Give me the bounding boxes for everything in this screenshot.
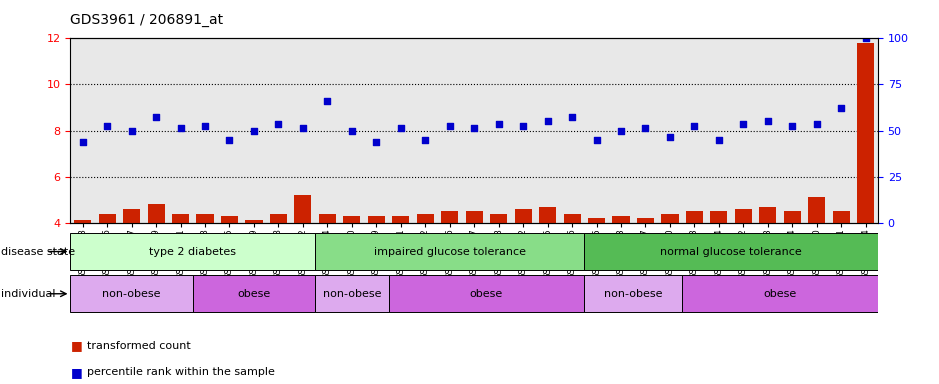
Point	[662, 134, 677, 141]
Bar	[515, 209, 531, 223]
Point	[246, 127, 261, 134]
Point	[491, 121, 506, 127]
Bar	[123, 209, 140, 223]
Bar	[685, 211, 703, 223]
Text: non-obese: non-obese	[604, 289, 663, 299]
Bar	[389, 275, 584, 312]
Point	[418, 137, 433, 143]
Bar	[74, 220, 91, 223]
Bar	[735, 209, 752, 223]
Bar	[683, 275, 878, 312]
Point	[197, 123, 212, 129]
Point	[222, 137, 237, 143]
Text: obese: obese	[238, 289, 270, 299]
Text: type 2 diabetes: type 2 diabetes	[149, 247, 237, 257]
Point	[540, 118, 555, 124]
Point	[296, 125, 311, 131]
Point	[75, 139, 90, 145]
Point	[148, 114, 163, 120]
Bar	[70, 275, 192, 312]
Point	[467, 125, 482, 131]
Bar	[857, 43, 874, 223]
Point	[736, 121, 751, 127]
Bar	[316, 233, 584, 270]
Text: percentile rank within the sample: percentile rank within the sample	[87, 367, 275, 377]
Text: impaired glucose tolerance: impaired glucose tolerance	[374, 247, 526, 257]
Bar	[192, 275, 316, 312]
Text: non-obese: non-obese	[102, 289, 161, 299]
Bar	[808, 197, 825, 223]
Bar	[760, 207, 777, 223]
Point	[369, 139, 384, 145]
Point	[100, 123, 115, 129]
Bar	[612, 216, 629, 223]
Text: disease state: disease state	[1, 247, 75, 257]
Text: normal glucose tolerance: normal glucose tolerance	[660, 247, 802, 257]
Point	[834, 104, 849, 111]
Point	[687, 123, 702, 129]
Text: transformed count: transformed count	[87, 341, 191, 351]
Bar	[490, 214, 507, 223]
Point	[271, 121, 286, 127]
Bar	[584, 275, 683, 312]
Bar	[172, 214, 189, 223]
Bar	[584, 233, 878, 270]
Bar	[637, 218, 654, 223]
Bar	[417, 214, 434, 223]
Bar	[269, 214, 287, 223]
Bar	[833, 211, 850, 223]
Text: ■: ■	[70, 339, 83, 352]
Point	[809, 121, 824, 127]
Point	[761, 118, 776, 124]
Bar	[147, 204, 164, 223]
Point	[564, 114, 579, 120]
Bar	[99, 214, 115, 223]
Bar	[466, 211, 483, 223]
Bar	[221, 216, 239, 223]
Text: individual: individual	[1, 289, 55, 299]
Bar	[784, 211, 801, 223]
Point	[858, 35, 873, 41]
Bar	[316, 275, 389, 312]
Point	[638, 125, 653, 131]
Bar	[539, 207, 556, 223]
Point	[442, 123, 457, 129]
Point	[516, 123, 531, 129]
Point	[613, 127, 628, 134]
Bar	[588, 218, 605, 223]
Bar	[70, 233, 316, 270]
Bar	[245, 220, 263, 223]
Bar	[319, 214, 336, 223]
Point	[712, 137, 727, 143]
Bar	[710, 211, 728, 223]
Text: obese: obese	[470, 289, 503, 299]
Bar	[393, 216, 409, 223]
Point	[320, 98, 335, 104]
Point	[124, 127, 139, 134]
Bar	[344, 216, 361, 223]
Bar	[196, 214, 213, 223]
Bar	[441, 211, 458, 223]
Text: obese: obese	[763, 289, 796, 299]
Bar	[661, 214, 679, 223]
Point	[173, 125, 188, 131]
Point	[589, 137, 604, 143]
Bar	[563, 214, 580, 223]
Bar	[368, 216, 385, 223]
Point	[345, 127, 360, 134]
Point	[785, 123, 800, 129]
Text: non-obese: non-obese	[323, 289, 381, 299]
Text: ■: ■	[70, 366, 83, 379]
Point	[393, 125, 408, 131]
Bar	[294, 195, 312, 223]
Text: GDS3961 / 206891_at: GDS3961 / 206891_at	[70, 13, 223, 27]
